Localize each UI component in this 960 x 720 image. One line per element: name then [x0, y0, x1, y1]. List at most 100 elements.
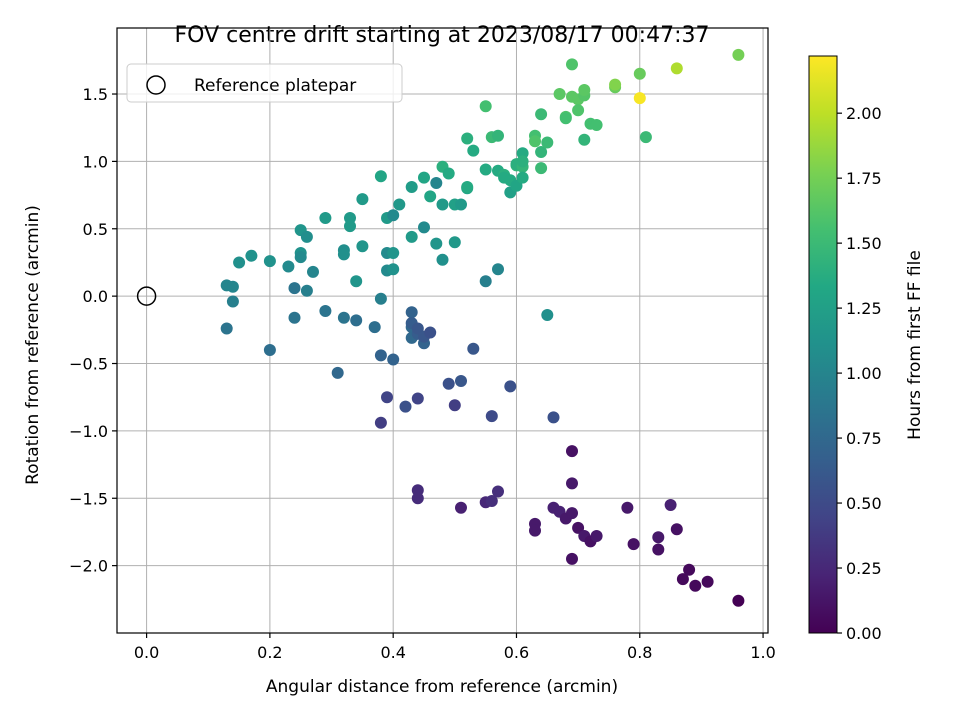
plot-frame [116, 27, 769, 634]
scatter-point [448, 236, 461, 249]
scatter-point [411, 492, 424, 505]
scatter-point [387, 263, 400, 276]
x-tick-label: 0.6 [504, 643, 529, 662]
y-tick-label: 0.5 [83, 220, 108, 239]
scatter-point [492, 263, 504, 276]
scatter-point [553, 88, 566, 100]
scatter-point [566, 477, 578, 490]
scatter-point [300, 230, 313, 243]
colorbar-tick-label: 0.00 [846, 624, 882, 643]
reference-platepar-marker [136, 286, 157, 306]
scatter-point [331, 366, 344, 379]
scatter-point [670, 523, 683, 536]
scatter-point [411, 322, 424, 335]
scatter-point [590, 119, 603, 131]
scatter-point [479, 275, 492, 288]
scatter-point [689, 579, 702, 592]
scatter-point [387, 209, 400, 222]
scatter-point [374, 292, 387, 305]
data-points [220, 48, 745, 607]
scatter-point [368, 321, 381, 334]
legend: Reference platepar [126, 63, 403, 103]
scatter-point [633, 92, 646, 105]
scatter-point [300, 284, 313, 297]
x-tick-label: 0.4 [380, 643, 405, 662]
scatter-point [455, 198, 467, 211]
scatter-point [467, 144, 480, 157]
scatter-point [516, 155, 529, 168]
scatter-point [504, 380, 517, 393]
reference-layer [136, 286, 157, 306]
scatter-point [436, 198, 449, 211]
y-tick-label: −1.5 [69, 489, 108, 508]
y-axis-label: Rotation from reference (arcmin) [23, 205, 43, 485]
y-tick-label: −2.0 [69, 557, 108, 576]
y-tick-label: 1.0 [83, 152, 108, 171]
scatter-point [547, 411, 560, 424]
scatter-point [479, 100, 492, 113]
scatter-point [455, 375, 467, 387]
scatter-point [442, 377, 455, 390]
scatter-point [572, 104, 585, 117]
scatter-point [344, 212, 356, 224]
x-tick-label: 1.0 [750, 643, 775, 662]
scatter-point [263, 344, 276, 356]
scatter-point [529, 135, 541, 148]
scatter-point [461, 132, 474, 145]
x-axis-label: Angular distance from reference (arcmin) [266, 677, 618, 697]
scatter-point [387, 247, 400, 259]
scatter-point [652, 531, 665, 544]
scatter-point [374, 416, 387, 429]
scatter-point [572, 521, 585, 534]
scatter-point [350, 275, 363, 288]
scatter-point [294, 251, 307, 264]
scatter-point [430, 177, 443, 189]
scatter-point [337, 248, 350, 261]
scatter-point [627, 538, 640, 551]
y-axis: −2.0 −1.5 −1.0 −0.5 0.0 0.5 1.0 1.5 [69, 85, 117, 576]
scatter-point [479, 163, 492, 176]
legend-marker-icon [146, 75, 166, 95]
chart-title: FOV centre drift starting at 2023/08/17 … [175, 23, 710, 48]
y-tick-label: −0.5 [69, 355, 108, 374]
scatter-point [578, 133, 591, 146]
scatter-point [578, 84, 591, 96]
scatter-point [621, 501, 634, 514]
scatter-point [633, 67, 646, 80]
scatter-point [566, 552, 578, 565]
scatter-point [319, 212, 332, 224]
scatter-point [485, 410, 498, 423]
scatter-point [701, 575, 714, 588]
y-tick-label: 0.0 [83, 287, 108, 306]
scatter-point [639, 131, 652, 144]
scatter-point [436, 253, 449, 266]
scatter-point [411, 392, 424, 405]
scatter-point [467, 342, 480, 355]
colorbar-ticks: 0.00 0.25 0.50 0.75 1.00 1.25 1.50 1.75 2.00 [837, 104, 882, 643]
scatter-point [461, 181, 474, 193]
scatter-point [405, 306, 418, 319]
scatter-point [307, 265, 319, 278]
scatter-point [566, 507, 578, 520]
scatter-point [337, 311, 350, 324]
scatter-point [664, 499, 677, 511]
scatter-point [652, 543, 665, 556]
colorbar-tick-label: 0.75 [846, 429, 882, 448]
colorbar-tick-label: 1.25 [846, 299, 882, 318]
scatter-point [350, 314, 363, 327]
colorbar-tick-label: 1.00 [846, 364, 882, 383]
colorbar-tick-label: 0.25 [846, 559, 882, 578]
scatter-point [263, 255, 276, 268]
scatter-point [288, 311, 301, 324]
scatter-point [220, 322, 233, 335]
grid-lines [117, 28, 768, 633]
scatter-point [529, 524, 541, 537]
scatter-point [356, 193, 369, 206]
scatter-point [541, 136, 554, 149]
scatter-point [319, 305, 332, 317]
scatter-point [609, 78, 622, 91]
scatter-point [535, 146, 548, 158]
y-tick-label: −1.0 [69, 422, 108, 441]
scatter-point [374, 349, 387, 362]
